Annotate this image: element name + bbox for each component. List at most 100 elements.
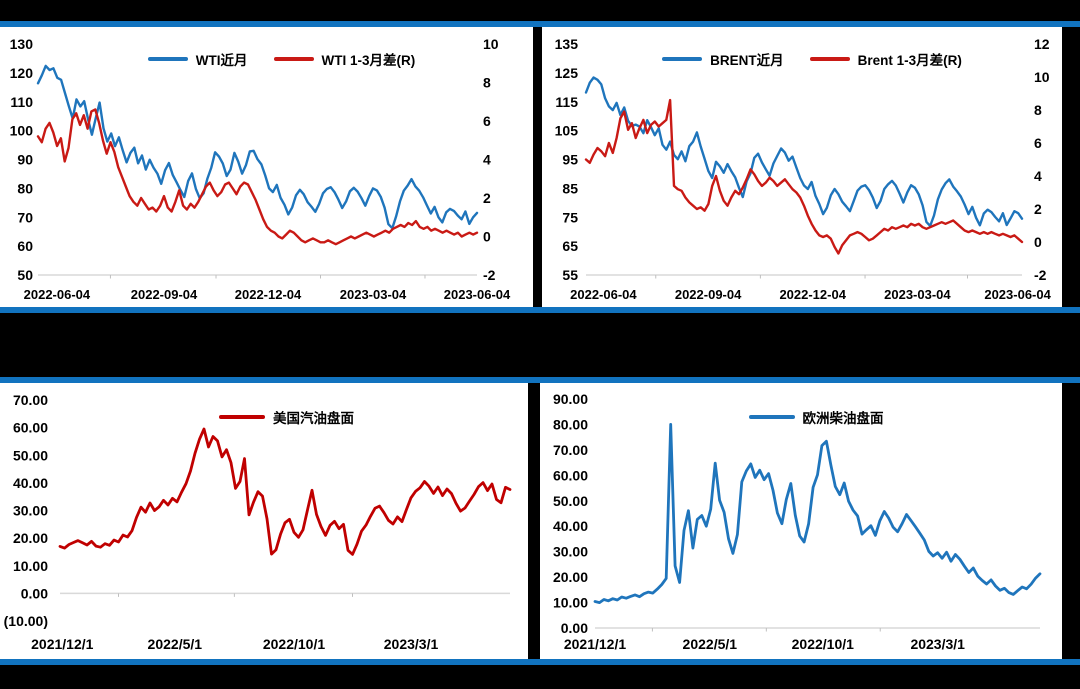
- chart-panel-us-gasoline: 2021/12/1 2022/5/1 2022/10/1 2023/3/1 70.00 6…: [0, 383, 528, 659]
- brent-legend: BRENT近月 Brent 1-3月差(R): [562, 49, 1062, 69]
- svg-text:20.00: 20.00: [13, 530, 48, 546]
- svg-text:2023/3/1: 2023/3/1: [910, 636, 965, 652]
- svg-text:40.00: 40.00: [13, 475, 48, 491]
- svg-text:2022-06-04: 2022-06-04: [24, 287, 91, 302]
- svg-text:0.00: 0.00: [561, 620, 588, 636]
- lower-middle-divider-bar: [0, 377, 1080, 383]
- us-gasoline-line-swatch: [219, 415, 265, 419]
- svg-text:50.00: 50.00: [553, 493, 588, 509]
- svg-text:4: 4: [1034, 168, 1042, 184]
- legend-item-brent-near: BRENT近月: [662, 49, 784, 69]
- svg-text:80.00: 80.00: [553, 416, 588, 432]
- svg-text:2022-09-04: 2022-09-04: [675, 287, 742, 302]
- svg-text:2022/5/1: 2022/5/1: [683, 636, 738, 652]
- svg-text:2022/10/1: 2022/10/1: [263, 636, 325, 652]
- legend-label: WTI 1-3月差(R): [321, 53, 416, 68]
- svg-text:20.00: 20.00: [553, 569, 588, 585]
- legend-label: BRENT近月: [710, 53, 784, 68]
- svg-text:2022-09-04: 2022-09-04: [131, 287, 198, 302]
- brent-chart-svg: 2022-06-04 2022-09-04 2022-12-04 2023-03-04…: [555, 36, 1052, 302]
- svg-text:2023/3/1: 2023/3/1: [384, 636, 439, 652]
- svg-text:55: 55: [562, 267, 578, 283]
- svg-text:90: 90: [17, 152, 33, 168]
- wti-near-line-swatch: [147, 57, 188, 61]
- wti-spread-line-swatch: [273, 57, 314, 61]
- legend-item-us-gasoline: 美国汽油盘面: [219, 407, 354, 427]
- svg-text:60.00: 60.00: [553, 467, 588, 483]
- legend-label: 欧洲柴油盘面: [802, 411, 884, 426]
- svg-text:120: 120: [10, 65, 34, 81]
- legend-label: Brent 1-3月差(R): [857, 53, 962, 68]
- svg-text:95: 95: [562, 152, 578, 168]
- svg-text:6: 6: [1034, 135, 1042, 151]
- legend-item-eu-diesel: 欧洲柴油盘面: [748, 407, 884, 427]
- svg-text:50.00: 50.00: [13, 447, 48, 463]
- svg-text:2023-03-04: 2023-03-04: [884, 287, 951, 302]
- svg-text:10.00: 10.00: [553, 595, 588, 611]
- brent-near-line-swatch: [662, 57, 703, 61]
- svg-text:135: 135: [555, 36, 579, 52]
- svg-text:110: 110: [10, 94, 33, 110]
- svg-text:2022-12-04: 2022-12-04: [779, 287, 846, 302]
- svg-text:125: 125: [555, 65, 579, 81]
- chart-panel-wti: 2022-06-04 2022-09-04 2022-12-04 2023-03-04…: [0, 27, 533, 307]
- svg-text:2022-12-04: 2022-12-04: [235, 287, 302, 302]
- chart-panel-brent: 2022-06-04 2022-09-04 2022-12-04 2023-03-04…: [542, 27, 1062, 307]
- svg-text:40.00: 40.00: [553, 518, 588, 534]
- svg-text:30.00: 30.00: [13, 503, 48, 519]
- svg-text:2022-06-04: 2022-06-04: [570, 287, 637, 302]
- svg-text:100: 100: [10, 123, 34, 139]
- wti-legend: WTI近月 WTI 1-3月差(R): [30, 49, 533, 69]
- svg-text:2022/5/1: 2022/5/1: [148, 636, 203, 652]
- svg-text:65: 65: [562, 238, 578, 254]
- eu-diesel-line-swatch: [748, 415, 795, 419]
- svg-text:-2: -2: [483, 267, 496, 283]
- svg-text:50: 50: [17, 267, 33, 283]
- brent-spread-line-swatch: [809, 57, 850, 61]
- legend-item-wti-near: WTI近月: [147, 49, 248, 69]
- chart-panel-eu-diesel: 2021/12/1 2022/5/1 2022/10/1 2023/3/1 90.00 8…: [540, 383, 1062, 659]
- svg-text:30.00: 30.00: [553, 544, 588, 560]
- eu-diesel-chart-svg: 2021/12/1 2022/5/1 2022/10/1 2023/3/1 90.00 8…: [553, 391, 1042, 652]
- legend-item-wti-spread: WTI 1-3月差(R): [273, 49, 416, 69]
- svg-text:80: 80: [17, 180, 33, 196]
- svg-text:12: 12: [1034, 36, 1050, 52]
- svg-text:2023-06-04: 2023-06-04: [984, 287, 1051, 302]
- svg-text:10: 10: [483, 36, 499, 52]
- svg-text:2021/12/1: 2021/12/1: [31, 636, 93, 652]
- svg-text:2022/10/1: 2022/10/1: [792, 636, 854, 652]
- bottom-divider-bar: [0, 659, 1080, 665]
- svg-text:85: 85: [562, 180, 578, 196]
- svg-text:2: 2: [483, 190, 491, 206]
- us-gasoline-legend: 美国汽油盘面: [45, 407, 528, 427]
- svg-text:105: 105: [555, 123, 579, 139]
- svg-text:60.00: 60.00: [13, 420, 48, 436]
- svg-text:2: 2: [1034, 201, 1042, 217]
- svg-text:8: 8: [483, 75, 491, 91]
- svg-text:0: 0: [1034, 234, 1042, 250]
- svg-text:2021/12/1: 2021/12/1: [564, 636, 626, 652]
- top-divider-bar: [0, 21, 1080, 27]
- legend-label: WTI近月: [195, 53, 248, 68]
- svg-text:2023-06-04: 2023-06-04: [444, 287, 511, 302]
- svg-text:-2: -2: [1034, 267, 1047, 283]
- eu-diesel-legend: 欧洲柴油盘面: [570, 407, 1062, 427]
- svg-text:4: 4: [483, 152, 491, 168]
- svg-text:75: 75: [562, 209, 578, 225]
- svg-text:8: 8: [1034, 102, 1042, 118]
- us-gasoline-chart-svg: 2021/12/1 2022/5/1 2022/10/1 2023/3/1 70.00 6…: [4, 392, 512, 652]
- legend-item-brent-spread: Brent 1-3月差(R): [809, 49, 962, 69]
- svg-text:115: 115: [555, 94, 578, 110]
- svg-text:0.00: 0.00: [21, 585, 48, 601]
- svg-text:6: 6: [483, 113, 491, 129]
- upper-middle-divider-bar: [0, 307, 1080, 313]
- svg-text:70.00: 70.00: [553, 442, 588, 458]
- legend-label: 美国汽油盘面: [273, 411, 354, 426]
- svg-text:130: 130: [10, 36, 34, 52]
- svg-text:10: 10: [1034, 69, 1050, 85]
- svg-text:90.00: 90.00: [553, 391, 588, 407]
- wti-chart-svg: 2022-06-04 2022-09-04 2022-12-04 2023-03-04…: [10, 36, 511, 302]
- svg-text:70.00: 70.00: [13, 392, 48, 408]
- svg-text:2023-03-04: 2023-03-04: [340, 287, 407, 302]
